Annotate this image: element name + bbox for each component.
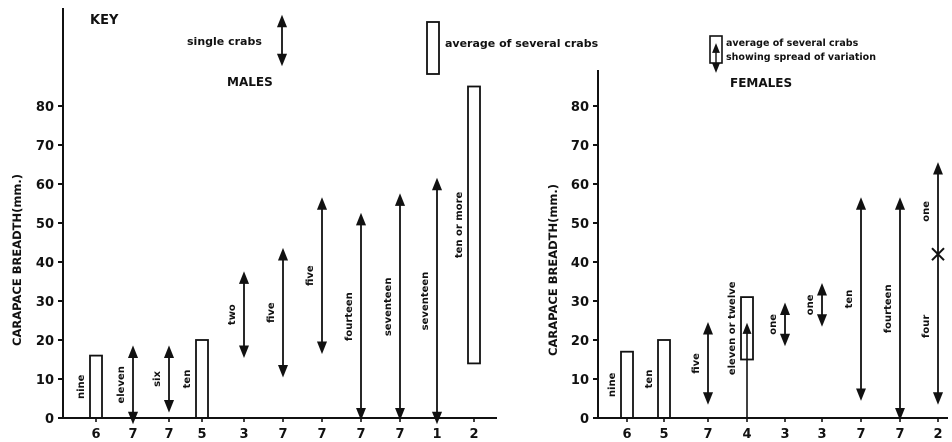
males-ytick-label: 80 [36, 100, 54, 115]
key-heading: KEY [90, 13, 119, 28]
females-ytick-label: 0 [580, 412, 589, 427]
females-ytick-label: 20 [571, 334, 589, 349]
males-range-label: five [305, 265, 316, 286]
males-xtick-label: 1 [432, 427, 441, 442]
males-ytick-label: 30 [36, 295, 54, 310]
males-xtick-label: 2 [469, 427, 478, 442]
males-range-label: two [227, 304, 238, 325]
males-xtick-label: 7 [395, 427, 404, 442]
males-range-label: seventeen [383, 278, 394, 337]
females-ytick-label: 30 [571, 295, 589, 310]
males-range-label: seventeen [420, 272, 431, 331]
females-range-label: nine [607, 372, 618, 397]
males-range-bar [195, 339, 209, 419]
males-ytick-label: 40 [36, 256, 54, 271]
males-xtick-label: 3 [239, 427, 248, 442]
males-xtick-label: 7 [128, 427, 137, 442]
males-range-label: nine [76, 374, 87, 399]
males-xtick-label: 5 [197, 427, 206, 442]
males-ytick-label: 10 [36, 373, 54, 388]
males-xtick-label: 7 [164, 427, 173, 442]
females-xtick-label: 6 [622, 427, 631, 442]
males-ytick-label: 20 [36, 334, 54, 349]
males-y-axis-title: CARAPACE BREADTH(mm.) [10, 174, 24, 346]
key-spread-label-2: showing spread of variation [726, 52, 876, 63]
males-xtick-label: 6 [91, 427, 100, 442]
females-xtick-label: 2 [933, 427, 942, 442]
males-range-bar [89, 354, 103, 419]
males-xtick-label: 7 [356, 427, 365, 442]
females-xtick-label: 7 [703, 427, 712, 442]
females-xtick-label: 7 [895, 427, 904, 442]
females-range-label: fourteen [883, 284, 894, 333]
females-range-label: one [921, 201, 932, 222]
females-ytick-label: 50 [571, 217, 589, 232]
females-ytick-label: 40 [571, 256, 589, 271]
males-range-label: ten [182, 370, 193, 389]
females-xtick-label: 3 [817, 427, 826, 442]
females-range-label: one [768, 314, 779, 335]
males-xtick-label: 7 [278, 427, 287, 442]
females-xtick-label: 5 [659, 427, 668, 442]
males-range-label: six [152, 371, 163, 387]
males-panel: MALES CARAPACE BREADTH(mm.) 0 10 20 30 40 50 6… [10, 8, 497, 442]
males-ytick-label: 50 [36, 217, 54, 232]
males-range-label: fourteen [344, 292, 355, 341]
key-average-label: average of several crabs [445, 37, 599, 50]
males-range-label: five [266, 302, 277, 323]
females-xtick-label: 7 [856, 427, 865, 442]
females-range-label: four [921, 315, 932, 338]
females-range-label: one [805, 294, 816, 315]
females-ytick-label: 60 [571, 178, 589, 193]
females-range-bar [657, 339, 671, 419]
females-panel: FEMALES CARAPACE BREADTH(mm.) 0 10 20 30 40 5… [546, 70, 948, 442]
key-spread-label-1: average of several crabs [726, 38, 859, 49]
females-range-label: five [691, 353, 702, 374]
females-range-label: ten [644, 370, 655, 389]
key-average-bar-icon [426, 21, 440, 75]
males-ytick-label: 70 [36, 139, 54, 154]
females-range-label: ten [844, 290, 855, 309]
females-cross-marker [931, 247, 945, 261]
key-single-label: single crabs [187, 35, 262, 48]
females-title: FEMALES [730, 76, 792, 90]
females-y-axis-title: CARAPACE BREADTH(mm.) [546, 184, 560, 356]
females-range-label: eleven or twelve [727, 281, 738, 375]
females-ytick-label: 10 [571, 373, 589, 388]
females-xtick-label: 4 [742, 427, 751, 442]
chart-key: KEY single crabs average of several crab… [90, 13, 876, 75]
females-ytick-label: 80 [571, 100, 589, 115]
males-range-label: eleven [116, 366, 127, 403]
females-xtick-label: 3 [780, 427, 789, 442]
males-range-bar [467, 85, 481, 365]
males-ytick-label: 60 [36, 178, 54, 193]
males-ytick-label: 0 [45, 412, 54, 427]
males-xtick-label: 7 [317, 427, 326, 442]
males-range-label: ten or more [454, 192, 465, 259]
males-title: MALES [227, 75, 273, 89]
females-ytick-label: 70 [571, 139, 589, 154]
females-range-bar [620, 350, 634, 419]
